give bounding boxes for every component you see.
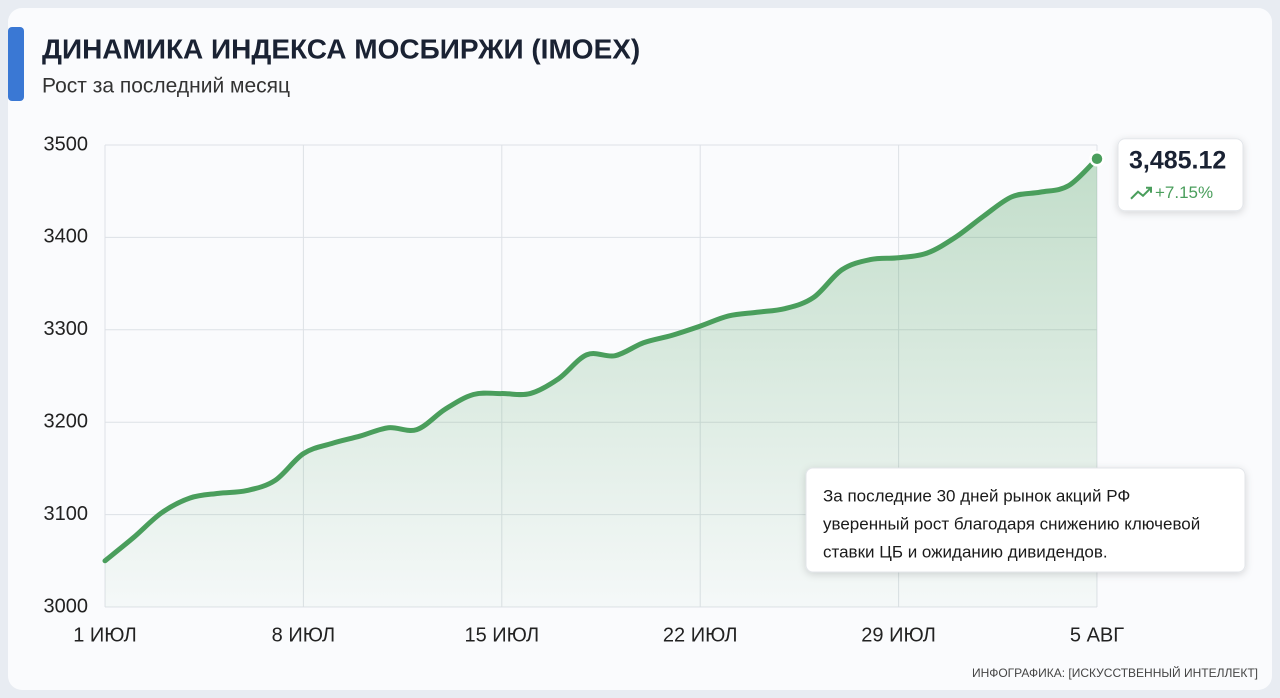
annotation-line: ставки ЦБ и ожиданию дивидендов.	[823, 542, 1108, 561]
annotation-line: За последние 30 дней рынок акций РФ	[823, 486, 1130, 505]
chart-subtitle: Рост за последний месяц	[42, 75, 290, 98]
y-tick-label: 3300	[44, 318, 89, 340]
y-tick-label: 3100	[44, 503, 89, 525]
x-tick-label: 29 ИЮЛ	[861, 624, 936, 646]
x-tick-label: 8 ИЮЛ	[272, 624, 336, 646]
annotation-line: уверенный рост благодаря снижению ключев…	[823, 514, 1200, 533]
y-tick-label: 3400	[44, 226, 89, 248]
annotation-box	[805, 467, 1246, 573]
credit: ИНФОГРАФИКА: [ИСКУССТВЕННЫЙ ИНТЕЛЛЕКТ]	[972, 665, 1258, 680]
x-tick-label: 22 ИЮЛ	[663, 624, 738, 646]
y-tick-label: 3200	[44, 410, 89, 432]
change-label: +7.15%	[1155, 183, 1213, 202]
x-tick-label: 5 АВГ	[1070, 624, 1124, 646]
y-tick-label: 3500	[44, 133, 89, 155]
x-tick-label: 15 ИЮЛ	[464, 624, 539, 646]
accent-bar	[8, 27, 24, 101]
trend-icon	[1130, 186, 1152, 200]
end-point	[1089, 150, 1105, 167]
y-tick-label: 3000	[44, 595, 89, 617]
line	[102, 156, 1100, 564]
value-label: 3,485.12	[1129, 146, 1226, 174]
x-tick-label: 1 ИЮЛ	[73, 624, 137, 646]
chart-title: ДИНАМИКА ИНДЕКСА МОСБИРЖИ (IMOEX)	[42, 33, 640, 64]
callout-box	[1117, 138, 1244, 212]
